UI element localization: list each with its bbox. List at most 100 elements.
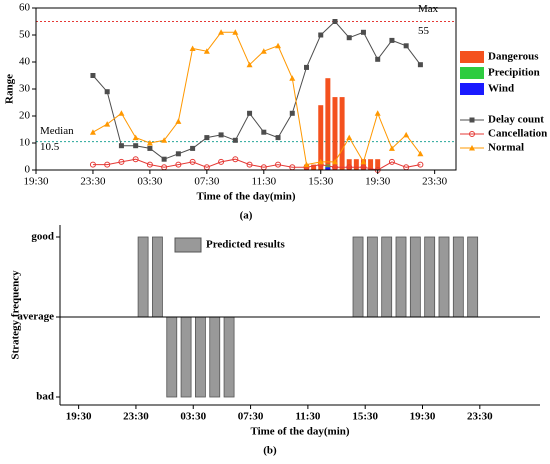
marker [90, 73, 96, 78]
legend-swatch [460, 51, 484, 63]
bar [137, 236, 149, 318]
bar [325, 78, 331, 170]
x-axis-label: Time of the day(min) [250, 426, 349, 438]
marker [360, 158, 367, 165]
bar [366, 236, 378, 318]
legend-label: Dangerous [488, 51, 539, 63]
legend-label: Delay count [488, 114, 544, 126]
marker [403, 131, 410, 138]
marker [104, 161, 111, 168]
bar [352, 236, 364, 318]
x-tick-label: 11:30 [295, 411, 321, 423]
x-tick-label: 15:30 [308, 176, 334, 188]
marker [175, 118, 182, 124]
marker [161, 156, 167, 162]
x-tick-label: 19:30 [410, 411, 436, 423]
x-tick-label: 23:30 [422, 176, 448, 188]
marker [218, 29, 225, 35]
bar [166, 316, 178, 398]
legend-swatch [460, 67, 484, 79]
y-tick-label: 20 [19, 110, 31, 122]
marker [89, 129, 96, 135]
marker [389, 37, 395, 43]
marker [132, 134, 139, 141]
marker [104, 121, 111, 127]
marker [388, 145, 395, 151]
legend-swatch [460, 83, 484, 95]
legend-label: Cancellation [488, 128, 547, 140]
marker [375, 56, 381, 62]
bar [325, 167, 331, 170]
reference-value: 55 [418, 25, 430, 37]
x-tick-label: 03:30 [180, 411, 206, 423]
marker [417, 150, 424, 157]
marker [189, 158, 196, 165]
bar [353, 159, 359, 170]
x-tick-label: 19:30 [365, 176, 391, 188]
bar [395, 236, 407, 318]
bar [375, 159, 381, 170]
plot-frame [35, 7, 457, 171]
marker [417, 62, 423, 68]
marker [289, 110, 295, 116]
marker [89, 161, 96, 168]
legend-marker [469, 145, 475, 151]
bar [452, 236, 464, 318]
bar [209, 316, 221, 398]
line [92, 31, 421, 166]
y-axis-label: Strategy frequency [10, 270, 22, 360]
bar [223, 316, 235, 398]
bar [332, 97, 338, 170]
marker [247, 110, 253, 116]
marker [275, 161, 282, 168]
marker [331, 158, 338, 165]
marker [146, 161, 153, 168]
marker [190, 145, 196, 151]
bar [152, 236, 163, 318]
bar [339, 97, 345, 170]
marker [118, 158, 125, 165]
marker [161, 137, 168, 143]
bar [424, 236, 436, 318]
marker [189, 45, 196, 51]
marker [346, 134, 353, 141]
marker [346, 35, 352, 41]
marker [318, 32, 324, 38]
marker [132, 156, 139, 163]
y-tick-label: bad [36, 391, 54, 403]
legend-label: Wind [488, 83, 514, 95]
marker [133, 143, 139, 149]
caption: (a) [240, 210, 253, 222]
marker [275, 135, 281, 141]
legend-marker [469, 117, 475, 123]
marker [204, 135, 210, 141]
marker [332, 19, 338, 24]
y-axis-label: Range [4, 74, 16, 104]
reference-label: Max [418, 3, 439, 15]
legend-marker [469, 131, 475, 137]
x-tick-label: 11:30 [251, 176, 276, 188]
reference-value: 10.5 [40, 141, 60, 153]
marker [403, 43, 409, 49]
marker [147, 145, 153, 151]
x-tick-label: 23:30 [80, 176, 106, 188]
y-tick-label: average [17, 311, 54, 323]
x-tick-label: 07:30 [238, 411, 264, 423]
x-tick-label: 23:30 [123, 411, 149, 423]
marker [118, 143, 124, 149]
marker [246, 161, 253, 168]
marker [175, 161, 182, 168]
marker [218, 132, 224, 138]
bar [381, 236, 393, 318]
x-axis-label: Time of the day(min) [196, 191, 295, 203]
y-tick-label: 30 [19, 83, 31, 95]
bar [311, 164, 317, 170]
marker [175, 151, 181, 157]
line [92, 20, 421, 160]
marker [104, 89, 110, 95]
bar [368, 159, 374, 170]
caption: (b) [263, 445, 277, 457]
marker [275, 42, 282, 49]
